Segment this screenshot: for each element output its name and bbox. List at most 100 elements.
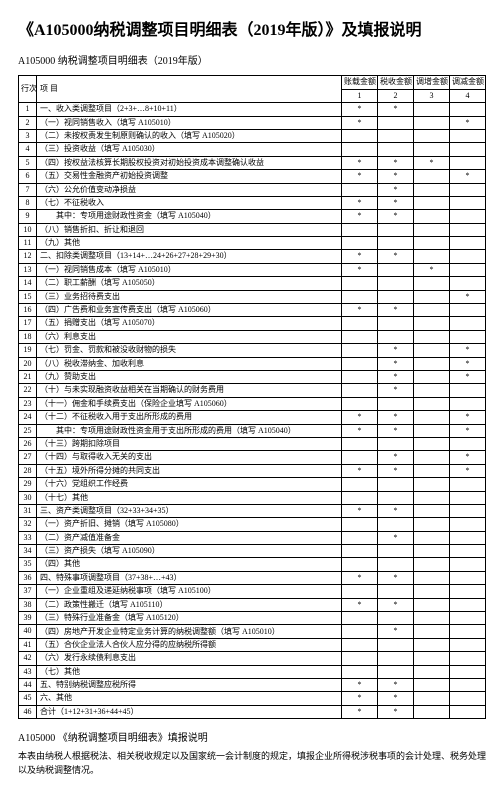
row-c2 [378, 585, 414, 598]
row-item: （九）其他 [37, 237, 342, 250]
row-item: （四）房地产开发企业特定业务计算的纳税调整额（填写 A105010） [37, 625, 342, 638]
row-c3 [414, 665, 450, 678]
row-c4 [450, 210, 486, 223]
row-c2 [378, 518, 414, 531]
row-item: （一）视同销售成本（填写 A105010） [37, 263, 342, 276]
row-c2: * [378, 344, 414, 357]
table-row: 45六、其他** [19, 692, 486, 705]
row-c2: * [378, 250, 414, 263]
row-c1 [342, 290, 378, 303]
row-number: 7 [19, 183, 37, 196]
row-c4 [450, 638, 486, 651]
row-number: 43 [19, 665, 37, 678]
row-item: 四、特殊事项调整项目（37+38+…+43） [37, 571, 342, 584]
row-c4: * [450, 370, 486, 383]
row-c2: * [378, 625, 414, 638]
header-c1: 账载金额 [342, 76, 378, 89]
row-number: 5 [19, 156, 37, 169]
row-c4: * [450, 464, 486, 477]
table-row: 10（八）销售折扣、折让和退回 [19, 223, 486, 236]
row-c1: * [342, 411, 378, 424]
header-c2: 税收金额 [378, 76, 414, 89]
row-c2: * [378, 183, 414, 196]
row-item: （五）合伙企业法人合伙人应分得的应纳税所得额 [37, 638, 342, 651]
table-row: 17（五）捐赠支出（填写 A105070） [19, 317, 486, 330]
row-number: 29 [19, 478, 37, 491]
row-c1 [342, 277, 378, 290]
row-c1: * [342, 116, 378, 129]
row-number: 44 [19, 678, 37, 691]
row-c1: * [342, 196, 378, 209]
row-c1: * [342, 103, 378, 116]
row-item: 五、特别纳税调整应税所得 [37, 678, 342, 691]
row-item: （一）资产折旧、摊销（填写 A105080） [37, 518, 342, 531]
table-row: 16（四）广告费和业务宣传费支出（填写 A105060）** [19, 304, 486, 317]
row-number: 39 [19, 612, 37, 625]
row-c3 [414, 143, 450, 156]
row-number: 18 [19, 330, 37, 343]
row-number: 38 [19, 598, 37, 611]
row-c2: * [378, 464, 414, 477]
row-c4: * [450, 424, 486, 437]
row-c1 [342, 531, 378, 544]
row-c1 [342, 183, 378, 196]
row-c2: * [378, 411, 414, 424]
row-number: 2 [19, 116, 37, 129]
row-c4: * [450, 451, 486, 464]
row-c3 [414, 545, 450, 558]
row-c4 [450, 678, 486, 691]
row-c1 [342, 317, 378, 330]
row-c1 [342, 638, 378, 651]
row-c3 [414, 625, 450, 638]
table-row: 9 其中：专项用途财政性资金（填写 A105040）** [19, 210, 486, 223]
row-c2: * [378, 692, 414, 705]
row-c3 [414, 585, 450, 598]
row-c2 [378, 397, 414, 410]
table-row: 37（一）企业重组及递延纳税事项（填写 A105100） [19, 585, 486, 598]
row-c3 [414, 210, 450, 223]
row-number: 20 [19, 357, 37, 370]
table-row: 2（一）视同销售收入（填写 A105010）** [19, 116, 486, 129]
table-row: 22（十）与未实现融资收益相关在当期确认的财务费用* [19, 384, 486, 397]
row-item: （六）利息支出 [37, 330, 342, 343]
row-c4 [450, 129, 486, 142]
row-c4 [450, 531, 486, 544]
table-row: 18（六）利息支出 [19, 330, 486, 343]
table-row: 41（五）合伙企业法人合伙人应分得的应纳税所得额 [19, 638, 486, 651]
row-number: 11 [19, 237, 37, 250]
table-row: 29（十六）党组织工作经费 [19, 478, 486, 491]
row-number: 46 [19, 705, 37, 718]
row-c3 [414, 384, 450, 397]
row-item: （三）特殊行业准备金（填写 A105120） [37, 612, 342, 625]
row-number: 37 [19, 585, 37, 598]
row-c4 [450, 625, 486, 638]
row-c2 [378, 143, 414, 156]
row-c1: * [342, 156, 378, 169]
row-c2 [378, 545, 414, 558]
table-row: 19（七）罚金、罚款和被没收财物的损失** [19, 344, 486, 357]
row-c1 [342, 143, 378, 156]
row-number: 25 [19, 424, 37, 437]
row-item: （二）政策性搬迁（填写 A105110） [37, 598, 342, 611]
row-c1 [342, 585, 378, 598]
row-item: （七）不征税收入 [37, 196, 342, 209]
table-row: 20（八）税收滞纳金、加收利息** [19, 357, 486, 370]
row-c1: * [342, 598, 378, 611]
table-row: 28（十五）境外所得分摊的共同支出*** [19, 464, 486, 477]
row-c1 [342, 344, 378, 357]
row-item: （一）企业重组及递延纳税事项（填写 A105100） [37, 585, 342, 598]
row-c4 [450, 665, 486, 678]
header-item: 项 目 [37, 76, 342, 103]
row-c4 [450, 478, 486, 491]
row-c3 [414, 424, 450, 437]
row-item: （三）资产损失（填写 A105090） [37, 545, 342, 558]
row-c3 [414, 464, 450, 477]
row-c4 [450, 237, 486, 250]
row-number: 35 [19, 558, 37, 571]
row-c3 [414, 170, 450, 183]
row-number: 22 [19, 384, 37, 397]
row-c2: * [378, 598, 414, 611]
table-row: 44五、特别纳税调整应税所得** [19, 678, 486, 691]
row-item: （六）发行永续债利息支出 [37, 652, 342, 665]
row-c4 [450, 705, 486, 718]
